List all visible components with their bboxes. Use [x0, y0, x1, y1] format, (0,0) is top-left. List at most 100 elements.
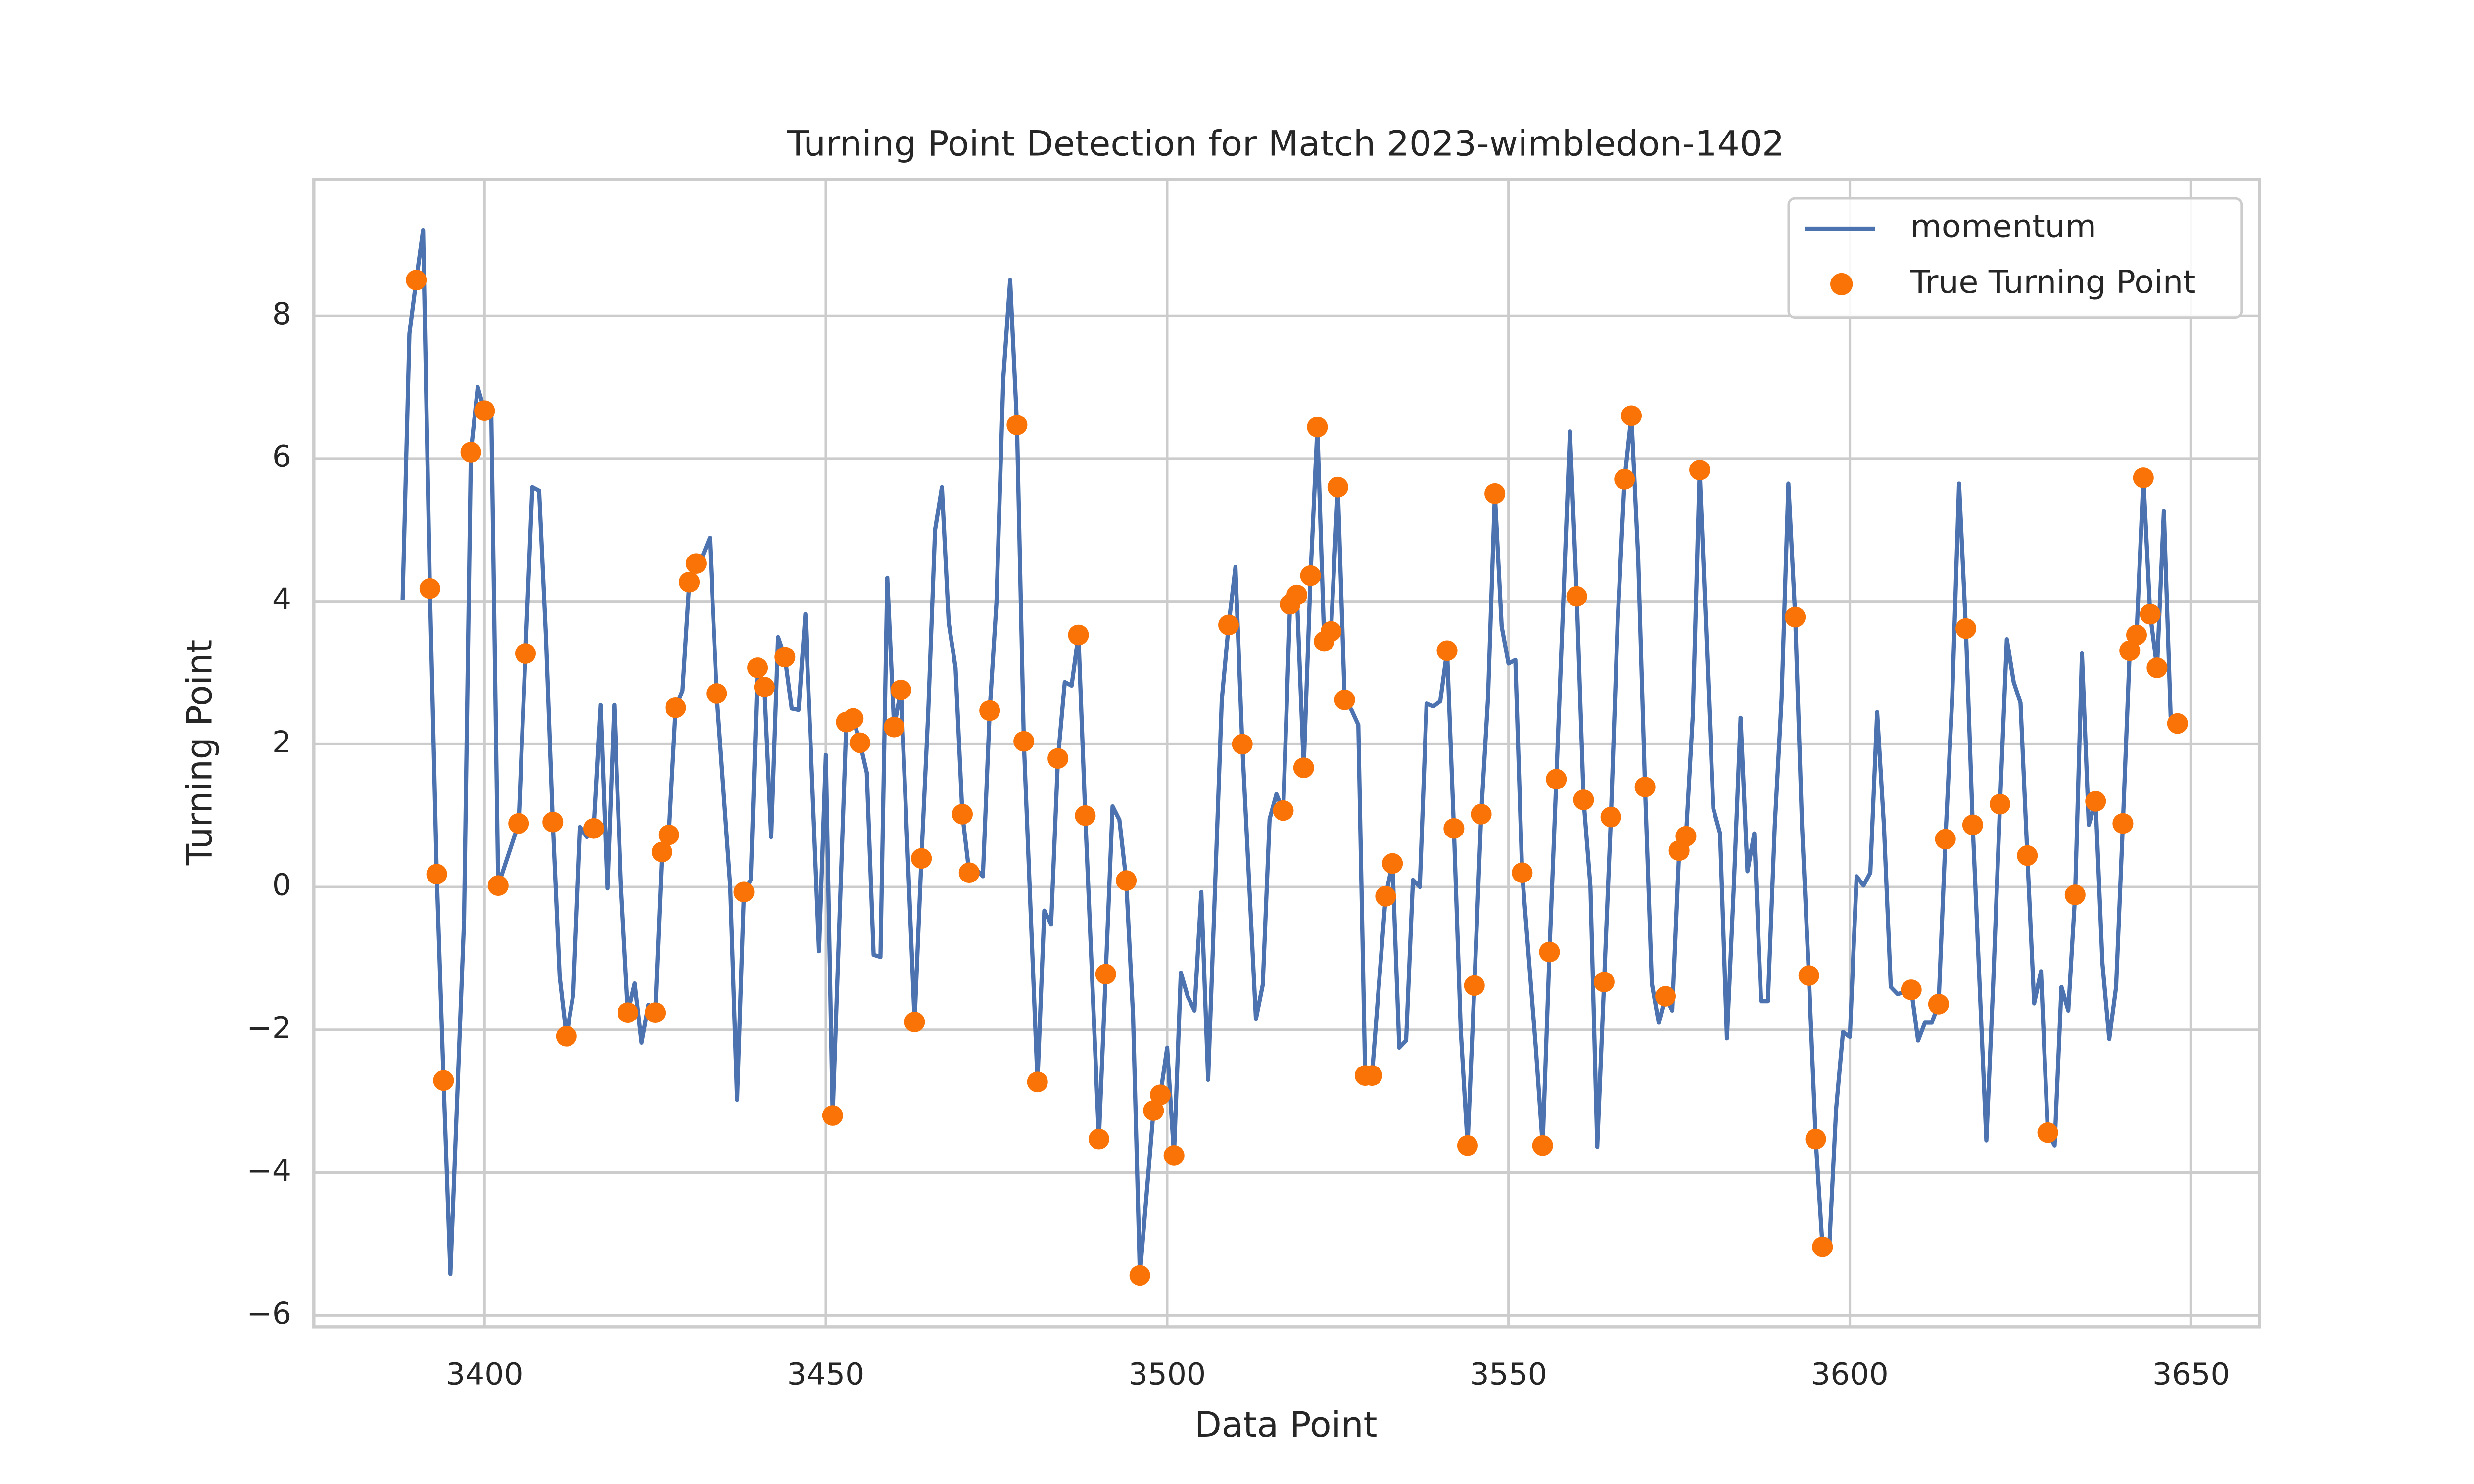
scatter-point: [1068, 624, 1089, 646]
scatter-point: [1464, 975, 1485, 996]
scatter-point: [1805, 1128, 1826, 1150]
legend-swatch: [1830, 273, 1853, 295]
scatter-point: [426, 864, 447, 884]
y-tick-label: 6: [272, 439, 291, 474]
scatter-point: [1600, 806, 1621, 828]
scatter-point: [1273, 800, 1294, 821]
x-tick-label: 3400: [446, 1357, 523, 1392]
scatter-point: [2133, 467, 2154, 488]
scatter-point: [1095, 964, 1116, 985]
scatter-point: [1928, 994, 1949, 1015]
scatter-point: [1573, 789, 1594, 810]
scatter-point: [1675, 826, 1697, 847]
scatter-point: [1512, 862, 1533, 883]
scatter-point: [1327, 476, 1348, 498]
scatter-point: [542, 811, 564, 833]
scatter-point: [1443, 818, 1465, 839]
scatter-point: [1320, 621, 1342, 642]
scatter-point: [1232, 734, 1253, 755]
scatter-point: [1013, 731, 1035, 752]
scatter-point: [1334, 690, 1355, 710]
scatter-point: [1546, 769, 1567, 790]
scatter-point: [1566, 586, 1587, 607]
scatter-point: [1163, 1145, 1185, 1166]
scatter-point: [1307, 417, 1328, 438]
scatter-point: [1471, 804, 1492, 825]
scatter-point: [2119, 640, 2141, 661]
x-tick-label: 3450: [787, 1357, 864, 1392]
scatter-point: [583, 818, 605, 839]
scatter-point: [1129, 1265, 1150, 1286]
scatter-point: [952, 804, 973, 825]
scatter-point: [733, 881, 755, 903]
x-tick-label: 3550: [1470, 1357, 1547, 1392]
legend-box: [1787, 197, 2243, 319]
scatter-point: [1532, 1135, 1553, 1156]
scatter-point: [1621, 405, 1642, 426]
scatter-point: [1689, 460, 1711, 480]
y-axis-label: Turning Point: [179, 640, 220, 866]
x-tick-label: 3600: [1811, 1357, 1888, 1392]
scatter-point: [658, 824, 679, 845]
scatter-point: [2085, 791, 2106, 812]
scatter-point: [1375, 886, 1396, 907]
scatter-point: [911, 848, 932, 869]
scatter-point: [1027, 1071, 1048, 1093]
scatter-point: [1006, 415, 1028, 436]
scatter-point: [890, 679, 911, 700]
scatter-point: [2140, 603, 2161, 625]
scatter-point: [1436, 640, 1458, 661]
scatter-point: [843, 708, 864, 729]
y-tick-label: −2: [246, 1011, 291, 1046]
y-tick-label: 4: [272, 582, 291, 617]
scatter-point: [1361, 1065, 1382, 1086]
scatter-point: [2064, 884, 2086, 905]
scatter-point: [1634, 777, 1656, 797]
scatter-point: [1785, 606, 1806, 628]
scatter-point: [1088, 1128, 1109, 1150]
scatter-point: [1382, 853, 1403, 874]
scatter-point: [2112, 813, 2134, 834]
scatter-point: [1075, 805, 1096, 826]
x-tick-label: 3500: [1129, 1357, 1206, 1392]
plot-frame: [312, 178, 2261, 1329]
scatter-point: [1990, 793, 2011, 815]
scatter-point: [1798, 965, 1819, 986]
y-tick-label: 0: [272, 868, 291, 903]
scatter-point: [1286, 584, 1308, 605]
x-axis-label: Data Point: [1194, 1404, 1377, 1445]
y-tick-label: −4: [246, 1153, 291, 1188]
scatter-point: [1047, 748, 1069, 769]
legend-label: momentum: [1910, 208, 2096, 245]
scatter-point: [474, 400, 495, 421]
scatter-point: [685, 553, 707, 574]
scatter-point: [556, 1025, 577, 1047]
y-tick-label: −6: [246, 1296, 291, 1331]
scatter-point: [406, 270, 427, 290]
scatter-point: [487, 875, 509, 896]
legend-label: True Turning Point: [1910, 264, 2196, 301]
scatter-point: [2126, 624, 2147, 646]
scatter-point: [419, 578, 440, 599]
scatter-point: [958, 862, 980, 883]
scatter-point: [1484, 483, 1506, 504]
chart-title: Turning Point Detection for Match 2023-w…: [787, 123, 1784, 164]
scatter-point: [774, 647, 796, 668]
scatter-point: [460, 442, 481, 463]
scatter-point: [822, 1105, 843, 1126]
scatter-point: [1901, 979, 1922, 1000]
scatter-point: [1655, 986, 1676, 1007]
y-tick-label: 2: [272, 725, 291, 760]
scatter-point: [433, 1070, 454, 1091]
scatter-point: [508, 813, 529, 834]
scatter-point: [747, 657, 768, 678]
scatter-point: [2167, 713, 2188, 734]
scatter-point: [883, 716, 905, 738]
scatter-point: [1539, 941, 1560, 963]
scatter-point: [1150, 1084, 1171, 1106]
scatter-point: [1614, 469, 1635, 490]
scatter-point: [1300, 565, 1321, 586]
y-tick-label: 8: [272, 296, 291, 331]
